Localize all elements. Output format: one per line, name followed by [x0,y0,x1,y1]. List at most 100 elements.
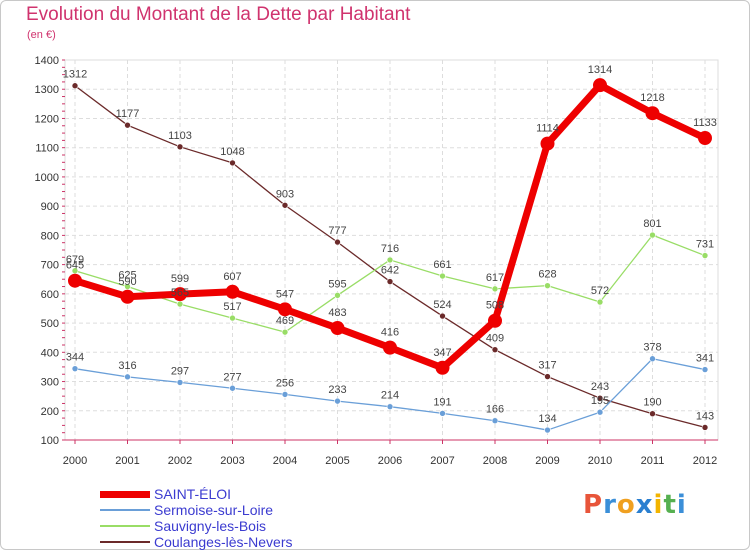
data-label: 731 [696,239,714,251]
data-label: 625 [118,270,136,282]
data-label: 777 [328,225,346,237]
x-tick-label: 2010 [588,455,612,467]
legend-item: Coulanges-lès-Nevers [100,534,293,550]
data-point [435,360,450,375]
data-point [540,136,555,151]
data-label: 517 [223,301,241,313]
y-tick-label: 1300 [35,84,59,96]
data-label: 903 [276,188,294,200]
y-tick-label: 1200 [35,113,59,125]
data-point [278,302,292,317]
legend-label: Coulanges-lès-Nevers [154,534,293,550]
data-label: 341 [696,353,714,365]
data-label: 572 [591,285,609,297]
legend: SAINT-ÉLOI Sermoise-sur-Loire Sauvigny-les… [100,486,293,550]
data-label: 347 [433,347,451,359]
x-tick-label: 2000 [63,455,87,467]
logo-letter: P [583,490,604,520]
data-point [544,282,551,289]
y-tick-label: 900 [41,201,59,213]
data-label: 469 [276,315,294,327]
data-point [491,417,499,425]
data-point [596,408,604,416]
data-point [383,340,397,355]
data-label: 1218 [640,92,664,104]
data-point [544,426,551,434]
data-label: 628 [538,269,556,281]
data-point [281,201,289,209]
data-label: 607 [223,271,241,283]
data-point [593,78,607,93]
data-point [596,394,604,402]
data-label: 1114 [536,123,559,135]
data-point [334,238,341,246]
x-tick-label: 2003 [220,455,244,467]
data-point [439,312,446,320]
x-tick-label: 2002 [168,455,192,467]
x-tick-label: 2004 [273,455,297,467]
legend-swatch [100,541,150,543]
data-point [281,328,289,336]
data-point [176,143,184,151]
data-point [488,313,502,328]
x-tick-label: 2009 [535,455,559,467]
legend-label: Sauvigny-les-Bois [154,518,267,534]
data-point [701,424,709,431]
data-point [386,256,394,264]
legend-label: SAINT-ÉLOI [154,486,232,502]
logo-letter: o [616,490,636,520]
data-label: 378 [643,342,661,354]
data-point [124,121,131,129]
x-tick-label: 2001 [115,455,139,467]
data-label: 716 [381,243,399,255]
x-tick-label: 2011 [641,455,665,467]
legend-swatch [100,525,150,527]
data-point [649,410,656,417]
data-point [439,272,446,280]
data-label: 547 [276,288,294,300]
data-point [176,300,184,308]
data-point [645,106,660,121]
data-point [698,131,712,146]
data-point [330,321,345,336]
data-point [386,278,394,285]
data-label: 190 [643,397,661,409]
data-label: 143 [696,410,714,422]
data-point [281,391,289,398]
data-label: 1314 [588,64,612,76]
data-label: 1048 [220,146,244,158]
data-label: 508 [486,300,504,312]
data-point [71,82,79,90]
data-point [596,298,604,306]
y-tick-label: 200 [41,406,59,418]
x-tick-label: 2006 [378,455,402,467]
data-label: 214 [381,390,399,402]
data-label: 483 [328,307,346,319]
data-point [225,284,240,299]
y-tick-label: 500 [41,318,59,330]
logo-letter: i [676,490,687,520]
proxiti-logo: Proxiti [583,490,687,520]
y-tick-label: 100 [41,435,59,447]
logo-letter: r [603,490,617,520]
series-coulanges-les-nevers [71,82,709,431]
legend-swatch [100,509,150,511]
data-label: 661 [433,259,451,271]
data-point [229,384,236,392]
data-point [386,403,394,410]
data-point [124,283,131,290]
data-label: 617 [486,272,504,284]
data-label: 416 [381,327,399,339]
data-point [173,287,187,302]
series-sermoise-sur-loire [71,355,709,434]
data-point [334,292,341,299]
chart-subtitle: (en €) [27,29,56,41]
data-label: 801 [643,218,661,230]
data-label: 256 [276,377,294,389]
data-point [491,285,499,293]
data-label: 590 [118,276,136,288]
x-tick-label: 2005 [325,455,349,467]
y-tick-label: 800 [41,230,59,242]
y-tick-label: 1000 [35,172,59,184]
data-label: 316 [118,360,136,372]
